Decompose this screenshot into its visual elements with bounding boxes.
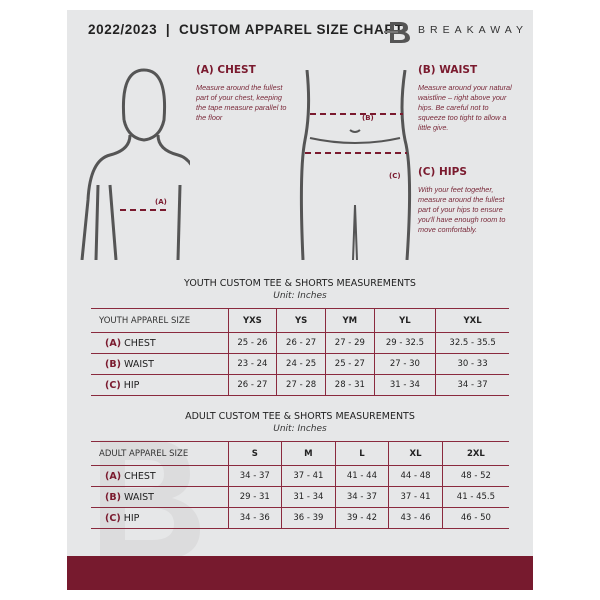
header-cell: YXL	[435, 308, 509, 333]
cell: 27 - 30	[373, 353, 436, 375]
row-label: (A) CHEST	[91, 465, 228, 487]
youth-table-title: YOUTH CUSTOM TEE & SHORTS MEASUREMENTS	[184, 278, 416, 289]
chest-description: Measure around the fullest part of your …	[196, 83, 287, 122]
cell: 37 - 41	[388, 486, 443, 508]
table-header-row: YOUTH APPAREL SIZE YXS YS YM YL YXL	[91, 308, 509, 333]
cell: 39 - 42	[334, 507, 389, 529]
row-label: (B) WAIST	[91, 486, 228, 508]
breakaway-logo-icon	[384, 22, 410, 43]
adult-size-table: ADULT APPAREL SIZE S M L XL 2XL (A) CHEST 34 -…	[91, 441, 509, 529]
brand-name: BREAKAWAY	[418, 24, 528, 36]
cell: 27 - 28	[276, 374, 326, 396]
waist-marker: (B)	[362, 114, 374, 122]
header-cell: YM	[324, 308, 375, 333]
lower-body-illustration	[299, 70, 412, 260]
cell: 34 - 37	[227, 465, 282, 487]
table-row: (C) HIP 26 - 27 27 - 28 28 - 31 31 - 34 34 - …	[91, 374, 509, 396]
header-cell: YXS	[227, 308, 277, 333]
cell: 25 - 26	[227, 332, 277, 354]
cell: 34 - 37	[334, 486, 389, 508]
waist-heading: (B) WAIST	[418, 64, 478, 76]
table-row: (A) CHEST 34 - 37 37 - 41 41 - 44 44 - 48 48 …	[91, 465, 509, 487]
cell: 37 - 41	[281, 465, 336, 487]
cell: 29 - 31	[227, 486, 282, 508]
cell: 44 - 48	[388, 465, 443, 487]
adult-table-unit: Unit: Inches	[273, 424, 327, 434]
chest-heading: (A) CHEST	[196, 64, 256, 76]
cell: 27 - 29	[324, 332, 375, 354]
footer-bar	[67, 556, 533, 590]
cell: 31 - 34	[373, 374, 436, 396]
cell: 28 - 31	[324, 374, 375, 396]
header-cell: XL	[388, 441, 443, 466]
header-cell: M	[281, 441, 336, 466]
page-title: 2022/2023 | CUSTOM APPAREL SIZE CHART	[88, 22, 404, 37]
table-header-row: ADULT APPAREL SIZE S M L XL 2XL	[91, 441, 509, 466]
upper-body-illustration	[80, 68, 190, 260]
cell: 29 - 32.5	[373, 332, 436, 354]
header-cell: L	[334, 441, 389, 466]
waist-description: Measure around your natural waistline – …	[418, 83, 512, 132]
cell: 41 - 44	[334, 465, 389, 487]
row-label: (B) WAIST	[91, 353, 228, 375]
cell: 43 - 46	[388, 507, 443, 529]
adult-table-title: ADULT CUSTOM TEE & SHORTS MEASUREMENTS	[185, 411, 415, 422]
cell: 48 - 52	[441, 465, 509, 487]
cell: 26 - 27	[276, 332, 326, 354]
cell: 34 - 37	[435, 374, 509, 396]
header-cell: YOUTH APPAREL SIZE	[91, 308, 228, 333]
header-cell: ADULT APPAREL SIZE	[91, 441, 228, 466]
hips-description: With your feet together, measure around …	[418, 185, 506, 234]
cell: 34 - 36	[227, 507, 282, 529]
table-row: (B) WAIST 23 - 24 24 - 25 25 - 27 27 - 30 30 …	[91, 353, 509, 375]
table-row: (C) HIP 34 - 36 36 - 39 39 - 42 43 - 46 46 - …	[91, 507, 509, 529]
cell: 36 - 39	[281, 507, 336, 529]
header-cell: YS	[276, 308, 326, 333]
cell: 31 - 34	[281, 486, 336, 508]
cell: 25 - 27	[324, 353, 375, 375]
header-cell: S	[227, 441, 282, 466]
row-label: (C) HIP	[91, 374, 228, 396]
cell: 23 - 24	[227, 353, 277, 375]
cell: 30 - 33	[435, 353, 509, 375]
cell: 41 - 45.5	[441, 486, 509, 508]
table-row: (A) CHEST 25 - 26 26 - 27 27 - 29 29 - 32.5 3…	[91, 332, 509, 354]
cell: 24 - 25	[276, 353, 326, 375]
hips-marker: (C)	[389, 172, 401, 180]
youth-size-table: YOUTH APPAREL SIZE YXS YS YM YL YXL (A) CHEST…	[91, 308, 509, 396]
cell: 26 - 27	[227, 374, 277, 396]
cell: 46 - 50	[441, 507, 509, 529]
header-cell: 2XL	[441, 441, 509, 466]
youth-table-unit: Unit: Inches	[273, 291, 327, 301]
chest-marker: (A)	[155, 198, 167, 206]
table-row: (B) WAIST 29 - 31 31 - 34 34 - 37 37 - 41 41 …	[91, 486, 509, 508]
hips-heading: (C) HIPS	[418, 166, 467, 178]
row-label: (A) CHEST	[91, 332, 228, 354]
cell: 32.5 - 35.5	[435, 332, 509, 354]
header-cell: YL	[373, 308, 436, 333]
row-label: (C) HIP	[91, 507, 228, 529]
